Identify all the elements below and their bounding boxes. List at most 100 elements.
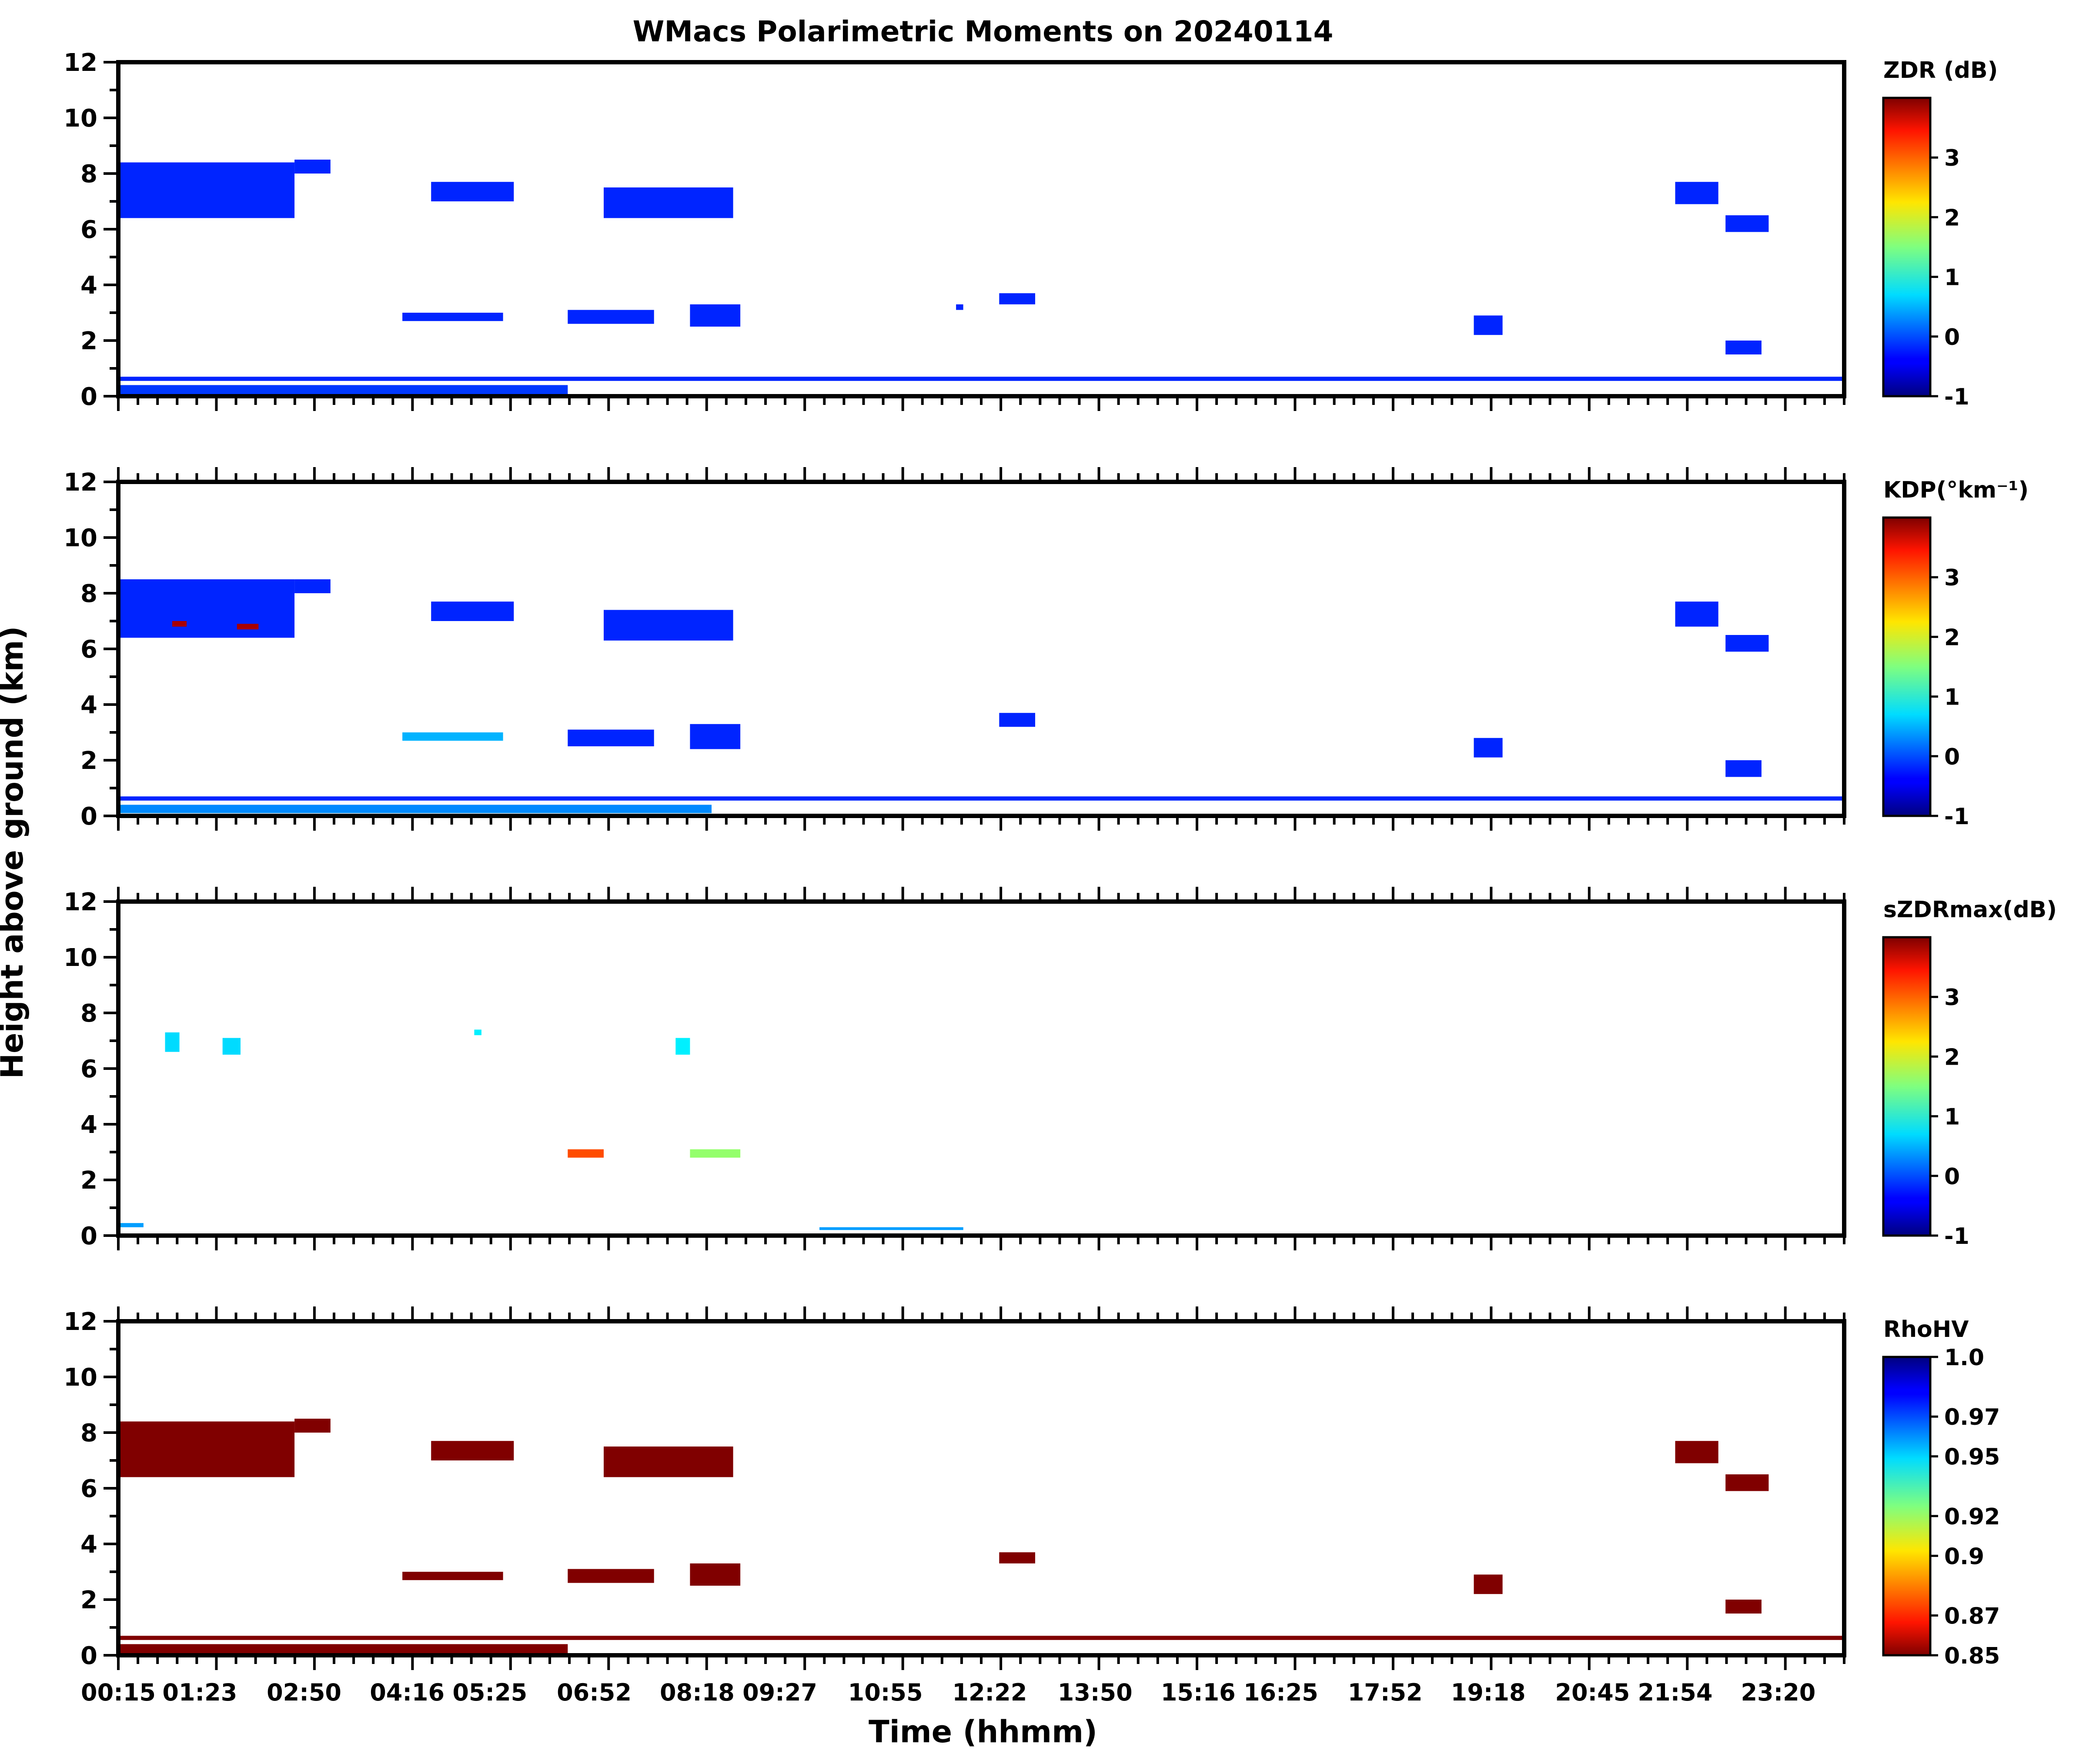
colorbar-tick-label: 0.95 — [1944, 1444, 2000, 1470]
echo-region — [604, 187, 733, 218]
x-tick-label: 19:18 — [1451, 1679, 1526, 1706]
colorbar-szdrmax — [1882, 936, 1932, 1237]
echo-region — [1474, 315, 1503, 335]
colorbar-label: KDP(°km⁻¹) — [1883, 477, 2029, 503]
x-tick-label: 04:16 — [370, 1679, 445, 1706]
echo-region — [1675, 182, 1718, 204]
chart-title: WMacs Polarimetric Moments on 20240114 — [633, 15, 1334, 48]
y-tick-label: 6 — [80, 1475, 97, 1503]
echo-region — [675, 1038, 690, 1055]
y-tick-label: 4 — [80, 1111, 97, 1139]
echo-region — [118, 377, 1844, 381]
y-tick-label: 6 — [80, 635, 97, 664]
echo-region — [1725, 760, 1762, 777]
echo-region — [431, 601, 514, 621]
y-tick-label: 10 — [64, 104, 97, 133]
x-tick-label: 13:50 — [1058, 1679, 1133, 1706]
y-tick-label: 8 — [80, 1419, 97, 1447]
colorbar-kdp — [1882, 516, 1932, 817]
colorbar-tick-label: 3 — [1944, 145, 1960, 171]
y-tick-label: 8 — [80, 999, 97, 1028]
x-tick-label: 23:20 — [1741, 1679, 1815, 1706]
y-tick-label: 8 — [80, 160, 97, 188]
echo-region — [568, 729, 654, 746]
panel-zdr-frame — [116, 60, 1846, 398]
y-tick-label: 6 — [80, 216, 97, 244]
colorbar-label: RhoHV — [1883, 1316, 1969, 1343]
y-tick-label: 10 — [64, 1363, 97, 1392]
echo-region — [431, 182, 514, 201]
echo-region — [294, 1419, 331, 1433]
echo-region — [118, 162, 295, 218]
colorbar-tick-label: 1 — [1944, 265, 1960, 291]
y-tick-label: 2 — [80, 747, 97, 775]
echo-region — [118, 579, 295, 638]
echo-region — [118, 385, 568, 395]
echo-region — [474, 1029, 481, 1036]
echo-region — [568, 310, 654, 324]
echo-region — [118, 1636, 1844, 1640]
y-tick-label: 12 — [64, 468, 97, 497]
y-tick-label: 12 — [64, 1308, 97, 1336]
echo-region — [604, 610, 733, 641]
colorbar-tick-label: 1 — [1944, 685, 1960, 711]
x-tick-label: 06:52 — [557, 1679, 632, 1706]
panel-zdr-data — [118, 160, 1844, 395]
y-tick-label: 6 — [80, 1055, 97, 1083]
panel-kdp-data — [118, 579, 1844, 813]
echo-region — [1725, 1600, 1762, 1614]
y-tick-label: 10 — [64, 944, 97, 972]
y-tick-label: 2 — [80, 1166, 97, 1195]
x-tick-label: 05:25 — [452, 1679, 527, 1706]
y-tick-label: 0 — [80, 1642, 97, 1670]
echo-region — [999, 1552, 1035, 1564]
echo-region — [118, 796, 1844, 801]
colorbar-tick-label: 0.9 — [1944, 1544, 1984, 1570]
colorbar-tick-label: 0 — [1944, 1164, 1960, 1190]
echo-region — [402, 1572, 503, 1580]
x-tick-label: 17:52 — [1348, 1679, 1423, 1706]
echo-region — [237, 624, 259, 630]
colorbar-tick-label: 2 — [1944, 205, 1960, 231]
x-tick-label: 02:50 — [267, 1679, 341, 1706]
echo-region — [222, 1038, 241, 1055]
echo-region — [294, 160, 331, 174]
x-tick-label: 01:23 — [162, 1679, 237, 1706]
echo-region — [690, 1149, 741, 1158]
colorbar-tick-label: -1 — [1944, 804, 1969, 830]
colorbar-tick-label: 0.85 — [1944, 1643, 2000, 1669]
colorbar-tick-label: 3 — [1944, 565, 1960, 591]
x-tick-label: 00:15 — [81, 1679, 156, 1706]
y-tick-label: 0 — [80, 1222, 97, 1250]
colorbar-tick-label: 1 — [1944, 1104, 1960, 1130]
echo-region — [118, 805, 712, 813]
echo-region — [604, 1447, 733, 1477]
y-tick-label: 2 — [80, 327, 97, 355]
x-tick-label: 15:16 — [1161, 1679, 1236, 1706]
panel-szdrmax-frame — [116, 899, 1846, 1238]
colorbar-tick-label: 0.92 — [1944, 1504, 2000, 1530]
echo-region — [690, 1563, 741, 1586]
echo-region — [956, 304, 963, 310]
echo-region — [819, 1227, 963, 1230]
y-tick-label: 8 — [80, 580, 97, 608]
y-tick-label: 12 — [64, 49, 97, 77]
echo-region — [118, 1644, 568, 1654]
echo-region — [118, 1421, 295, 1477]
colorbar-tick-label: 0.87 — [1944, 1604, 2000, 1630]
x-tick-label: 20:45 — [1555, 1679, 1630, 1706]
panel-kdp-frame — [116, 480, 1846, 818]
colorbar-tick-label: 2 — [1944, 625, 1960, 651]
y-tick-label: 0 — [80, 802, 97, 831]
y-axis-label: Height above ground (km) — [0, 626, 30, 1079]
echo-region — [402, 313, 503, 321]
echo-region — [431, 1441, 514, 1460]
colorbar-tick-label: 0 — [1944, 324, 1960, 351]
x-tick-label: 21:54 — [1638, 1679, 1713, 1706]
y-tick-label: 4 — [80, 1530, 97, 1559]
